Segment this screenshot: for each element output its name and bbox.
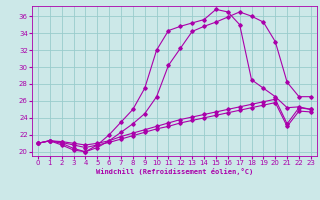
X-axis label: Windchill (Refroidissement éolien,°C): Windchill (Refroidissement éolien,°C) <box>96 168 253 175</box>
